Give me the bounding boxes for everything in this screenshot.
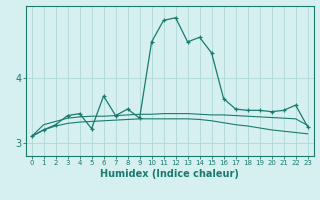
X-axis label: Humidex (Indice chaleur): Humidex (Indice chaleur) bbox=[100, 169, 239, 179]
